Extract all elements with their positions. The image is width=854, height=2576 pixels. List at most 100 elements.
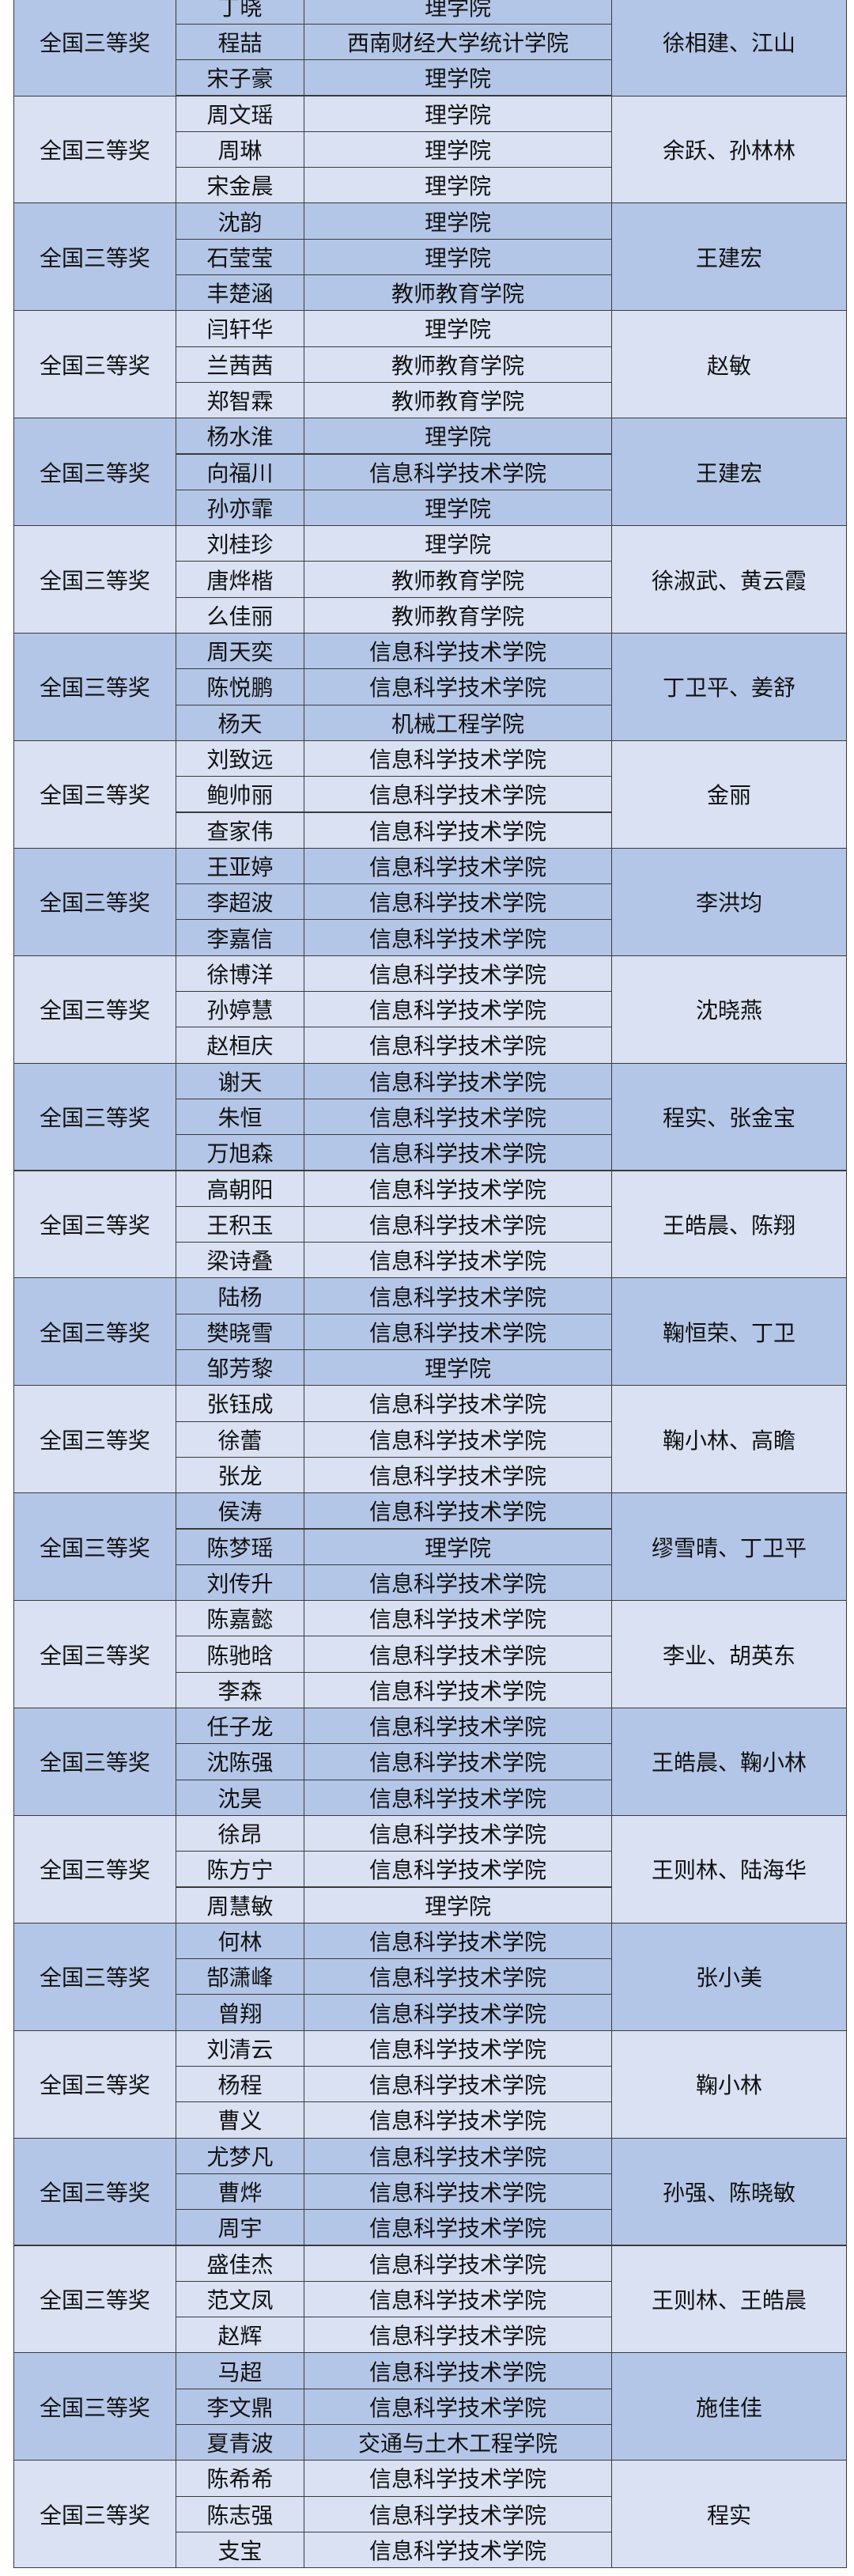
advisor-cell: 余跃、孙林林 bbox=[611, 95, 847, 204]
student-name: 陈悦鹏 bbox=[176, 668, 304, 705]
advisor-cell: 王皓晨、陈翔 bbox=[611, 1170, 847, 1279]
college: 信息科学技术学院 bbox=[304, 2209, 612, 2246]
advisor-cell: 李洪均 bbox=[611, 847, 847, 956]
student-name: 杨水淮 bbox=[176, 418, 304, 455]
student-name: 孙亦霏 bbox=[176, 489, 304, 527]
student-name: 赵辉 bbox=[176, 2317, 304, 2354]
college: 教师教育学院 bbox=[304, 596, 612, 634]
college: 信息科学技术学院 bbox=[304, 1134, 612, 1171]
award-cell: 全国三等奖 bbox=[13, 2352, 176, 2461]
college: 信息科学技术学院 bbox=[304, 991, 612, 1028]
college: 信息科学技术学院 bbox=[304, 919, 612, 956]
advisor-cell: 程实 bbox=[611, 2460, 847, 2569]
award-cell: 全国三等奖 bbox=[13, 740, 176, 849]
advisor-cell: 赵敏 bbox=[611, 310, 847, 419]
college: 信息科学技术学院 bbox=[304, 1205, 612, 1243]
award-cell: 全国三等奖 bbox=[13, 847, 176, 956]
student-name: 周琳 bbox=[176, 131, 304, 168]
college: 信息科学技术学院 bbox=[304, 811, 612, 849]
college: 信息科学技术学院 bbox=[304, 1027, 612, 1064]
student-name: 谢天 bbox=[176, 1062, 304, 1099]
college: 理学院 bbox=[304, 131, 612, 168]
college: 信息科学技术学院 bbox=[304, 1492, 612, 1530]
college: 信息科学技术学院 bbox=[304, 1385, 612, 1422]
student-name: 梁诗叠 bbox=[176, 1242, 304, 1279]
college: 信息科学技术学院 bbox=[304, 776, 612, 813]
award-cell: 全国三等奖 bbox=[13, 1170, 176, 1279]
college: 信息科学技术学院 bbox=[304, 1779, 612, 1816]
student-name: 杨天 bbox=[176, 704, 304, 741]
award-cell: 全国三等奖 bbox=[13, 1814, 176, 1923]
college: 理学院 bbox=[304, 489, 612, 527]
college: 信息科学技术学院 bbox=[304, 1922, 612, 1960]
student-name: 万旭森 bbox=[176, 1134, 304, 1171]
award-cell: 全国三等奖 bbox=[13, 2245, 176, 2354]
student-name: 侯涛 bbox=[176, 1492, 304, 1530]
student-name: 孙婷慧 bbox=[176, 991, 304, 1028]
student-name: 尤梦凡 bbox=[176, 2137, 304, 2174]
student-name: 何林 bbox=[176, 1922, 304, 1960]
college: 理学院 bbox=[304, 418, 612, 455]
college: 信息科学技术学院 bbox=[304, 2029, 612, 2067]
college: 理学院 bbox=[304, 238, 612, 275]
college: 理学院 bbox=[304, 202, 612, 240]
advisor-cell: 孙强、陈晓敏 bbox=[611, 2137, 847, 2246]
college: 信息科学技术学院 bbox=[304, 2531, 612, 2569]
college: 理学院 bbox=[304, 1886, 612, 1923]
student-name: 宋子豪 bbox=[176, 59, 304, 96]
student-name: 张龙 bbox=[176, 1456, 304, 1494]
student-name: 陈嘉懿 bbox=[176, 1600, 304, 1637]
student-name: 周宇 bbox=[176, 2209, 304, 2246]
college: 信息科学技术学院 bbox=[304, 1098, 612, 1136]
college: 信息科学技术学院 bbox=[304, 453, 612, 490]
student-name: 陈驰晗 bbox=[176, 1636, 304, 1673]
student-name: 刘传升 bbox=[176, 1564, 304, 1602]
student-name: 李森 bbox=[176, 1671, 304, 1708]
award-cell: 全国三等奖 bbox=[13, 1385, 176, 1494]
student-name: 刘清云 bbox=[176, 2029, 304, 2067]
advisor-cell: 王则林、陆海华 bbox=[611, 1814, 847, 1923]
college: 信息科学技术学院 bbox=[304, 2352, 612, 2389]
student-name: 支宝 bbox=[176, 2531, 304, 2569]
award-cell: 全国三等奖 bbox=[13, 1708, 176, 1816]
college: 理学院 bbox=[304, 95, 612, 132]
college: 信息科学技术学院 bbox=[304, 1851, 612, 1888]
advisor-cell: 丁卫平、姜舒 bbox=[611, 633, 847, 741]
student-name: 沈昊 bbox=[176, 1779, 304, 1816]
college: 信息科学技术学院 bbox=[304, 1277, 612, 1314]
college: 机械工程学院 bbox=[304, 704, 612, 741]
student-name: 杨程 bbox=[176, 2066, 304, 2103]
student-name: 石莹莹 bbox=[176, 238, 304, 275]
student-name: 高朝阳 bbox=[176, 1170, 304, 1207]
college: 信息科学技术学院 bbox=[304, 955, 612, 992]
college: 信息科学技术学院 bbox=[304, 847, 612, 885]
student-name: 唐烨楷 bbox=[176, 561, 304, 598]
college: 信息科学技术学院 bbox=[304, 1958, 612, 1995]
student-name: 马超 bbox=[176, 2352, 304, 2389]
college: 信息科学技术学院 bbox=[304, 2388, 612, 2425]
college: 信息科学技术学院 bbox=[304, 1242, 612, 1279]
college: 信息科学技术学院 bbox=[304, 1062, 612, 1099]
college: 信息科学技术学院 bbox=[304, 1600, 612, 1637]
college: 理学院 bbox=[304, 1528, 612, 1565]
advisor-cell: 王则林、王皓晨 bbox=[611, 2245, 847, 2354]
student-name: 任子龙 bbox=[176, 1708, 304, 1745]
college: 信息科学技术学院 bbox=[304, 633, 612, 670]
college: 信息科学技术学院 bbox=[304, 2280, 612, 2318]
college: 教师教育学院 bbox=[304, 346, 612, 383]
college: 交通与土木工程学院 bbox=[304, 2424, 612, 2461]
student-name: 徐昂 bbox=[176, 1814, 304, 1852]
college: 信息科学技术学院 bbox=[304, 668, 612, 705]
student-name: 夏青波 bbox=[176, 2424, 304, 2461]
college: 信息科学技术学院 bbox=[304, 2137, 612, 2174]
advisor-cell: 徐相建、江山 bbox=[611, 0, 847, 96]
student-name: 曹烨 bbox=[176, 2173, 304, 2211]
college: 信息科学技术学院 bbox=[304, 1636, 612, 1673]
student-name: 向福川 bbox=[176, 453, 304, 490]
student-name: 沈韵 bbox=[176, 202, 304, 240]
college: 教师教育学院 bbox=[304, 381, 612, 419]
student-name: 王亚婷 bbox=[176, 847, 304, 885]
award-cell: 全国三等奖 bbox=[13, 2029, 176, 2139]
advisor-cell: 金丽 bbox=[611, 740, 847, 849]
college: 信息科学技术学院 bbox=[304, 1814, 612, 1852]
